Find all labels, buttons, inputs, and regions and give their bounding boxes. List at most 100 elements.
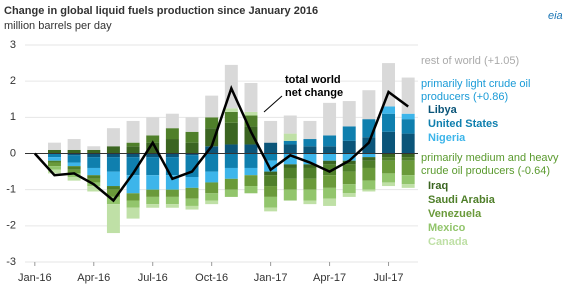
bar-segment bbox=[106, 128, 120, 147]
line-label: total world bbox=[285, 74, 341, 86]
bar-segment bbox=[244, 186, 258, 194]
bar-segment bbox=[362, 157, 376, 161]
bar-segment bbox=[244, 144, 258, 154]
bar-segment bbox=[382, 106, 396, 114]
bar-segment bbox=[67, 155, 81, 163]
bar-segment bbox=[323, 135, 337, 147]
bar-segment bbox=[264, 153, 278, 161]
bar-segment bbox=[106, 146, 120, 154]
total-line bbox=[33, 85, 409, 203]
bar-segment bbox=[303, 153, 317, 165]
bar-segment bbox=[47, 153, 61, 158]
bar-segment bbox=[283, 144, 297, 154]
bar-segment bbox=[185, 153, 199, 156]
bar-segment bbox=[264, 171, 278, 176]
bar-segment bbox=[342, 126, 356, 141]
legend-group: primarily light crude oil bbox=[421, 78, 530, 90]
bar-segment bbox=[146, 157, 160, 176]
bar-segment bbox=[303, 164, 317, 168]
bar-segment bbox=[146, 153, 160, 158]
bar-segment bbox=[362, 180, 376, 190]
bar-segment bbox=[47, 149, 61, 154]
bar-segment bbox=[165, 204, 179, 208]
x-tick-label: Jul-17 bbox=[374, 272, 404, 284]
bar-segment bbox=[283, 153, 297, 165]
legend-entry: Libya bbox=[428, 104, 458, 116]
bar-segment bbox=[185, 198, 199, 206]
bar-segment bbox=[303, 167, 317, 179]
bar-segment bbox=[106, 189, 120, 197]
x-tick-label: Jul-16 bbox=[138, 272, 168, 284]
bar-segment bbox=[244, 153, 258, 168]
bar-segment bbox=[106, 171, 120, 187]
bar-segment bbox=[362, 189, 376, 192]
bar-segment bbox=[362, 137, 376, 154]
bar-segment bbox=[185, 187, 199, 199]
bar-segment bbox=[47, 142, 61, 150]
bar-segment bbox=[401, 113, 415, 120]
bar-segment bbox=[47, 166, 61, 170]
bar-segment bbox=[303, 178, 317, 190]
bar-segment bbox=[283, 133, 297, 141]
bar-segment bbox=[224, 108, 238, 112]
x-tick-label: Jan-16 bbox=[18, 272, 52, 284]
legend-group: producers (+0.86) bbox=[421, 91, 508, 103]
bar-segment bbox=[106, 204, 120, 234]
bar-segment bbox=[264, 142, 278, 154]
bar-segment bbox=[87, 146, 101, 150]
bar-segment bbox=[382, 160, 396, 174]
bar-segment bbox=[244, 82, 258, 112]
bar-segment bbox=[146, 135, 160, 143]
bar-segment bbox=[362, 153, 376, 158]
bar-segment bbox=[126, 146, 140, 154]
legend-entry: Iraq bbox=[428, 180, 448, 192]
bar-segment bbox=[165, 196, 179, 205]
bar-segment bbox=[342, 171, 356, 185]
bar-segment bbox=[283, 178, 297, 190]
bar-segment bbox=[205, 182, 219, 194]
bar-segment bbox=[126, 120, 140, 143]
bar-segment bbox=[126, 193, 140, 201]
legend-entry: Canada bbox=[428, 236, 469, 248]
bar-segment bbox=[342, 140, 356, 154]
bar-segment bbox=[126, 200, 140, 208]
bar-segment bbox=[185, 117, 199, 132]
bar-segment bbox=[67, 169, 81, 174]
y-tick-label: 0 bbox=[10, 147, 16, 159]
bar-segment bbox=[283, 115, 297, 134]
bar-segment bbox=[205, 128, 219, 147]
bar-segment bbox=[382, 157, 396, 161]
bar-segment bbox=[87, 167, 101, 176]
bar-segment bbox=[323, 146, 337, 154]
bar-segment bbox=[146, 196, 160, 205]
bar-segment bbox=[264, 175, 278, 187]
bar-segment bbox=[205, 200, 219, 205]
bar-segment bbox=[264, 207, 278, 212]
y-tick-label: 2 bbox=[10, 75, 16, 87]
y-tick-label: -2 bbox=[6, 220, 16, 232]
bar-segment bbox=[264, 186, 278, 197]
bar-segment bbox=[185, 205, 199, 210]
bar-segment bbox=[106, 186, 120, 190]
bar-segment bbox=[47, 160, 61, 163]
bar-segment bbox=[126, 207, 140, 219]
bar-segment bbox=[87, 175, 101, 179]
bar-segment bbox=[67, 139, 81, 150]
bar-segment bbox=[303, 139, 317, 147]
bar-segment bbox=[382, 131, 396, 154]
bar-segment bbox=[244, 175, 258, 187]
bar-segment bbox=[146, 189, 160, 197]
bar-segment bbox=[264, 160, 278, 172]
bar-segment bbox=[382, 153, 396, 158]
bar-segment bbox=[342, 153, 356, 161]
bar-segment bbox=[87, 157, 101, 168]
bar-segment bbox=[264, 120, 278, 143]
bar-segment bbox=[401, 119, 415, 134]
bar-segment bbox=[146, 142, 160, 154]
x-tick-label: Apr-16 bbox=[77, 272, 110, 284]
bar-segment bbox=[323, 102, 337, 136]
bar-segment bbox=[382, 182, 396, 187]
x-tick-label: Jan-17 bbox=[254, 272, 288, 284]
bar-segment bbox=[323, 160, 337, 165]
